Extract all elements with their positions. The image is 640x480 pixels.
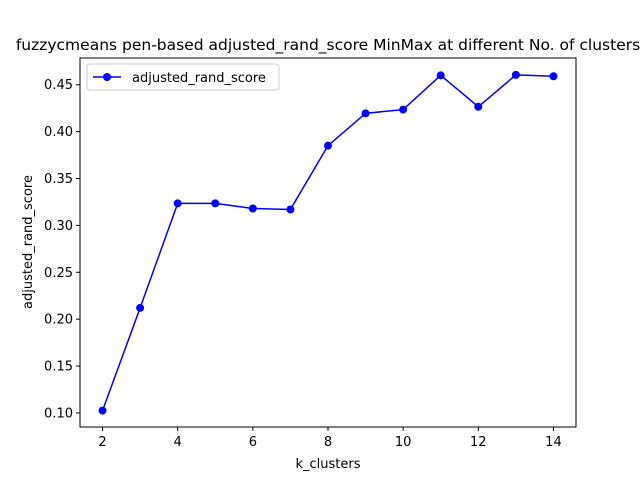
x-tick-label: 6 [249,435,257,450]
y-tick-label: 0.20 [44,313,73,328]
data-point [399,105,408,114]
chart-title: fuzzycmeans pen-based adjusted_rand_scor… [16,36,640,55]
data-point [286,205,295,214]
data-point [173,199,182,208]
x-tick-label: 12 [470,435,487,450]
y-tick-label: 0.10 [44,406,73,421]
data-point [324,141,332,150]
x-tick-label: 10 [395,435,412,450]
data-point [474,102,483,111]
data-point [549,72,558,81]
data-point [248,204,257,213]
y-tick-label: 0.30 [44,219,73,234]
legend-label: adjusted_rand_score [132,71,266,86]
y-axis-label: adjusted_rand_score [21,175,36,309]
x-tick-label: 4 [174,435,182,450]
y-tick-label: 0.40 [44,125,73,140]
y-tick-label: 0.15 [44,360,73,375]
x-axis: 2 4 6 8 10 12 14 [98,427,562,450]
legend-point-marker [103,73,111,81]
series-layer [98,70,558,415]
plot-frame [79,57,577,428]
x-tick-label: 8 [324,435,332,450]
y-tick-label: 0.45 [44,78,73,93]
y-tick-label: 0.35 [44,172,73,187]
data-point [211,199,220,208]
legend-box [86,63,280,91]
legend: adjusted_rand_score [86,63,280,91]
y-axis: 0.10 0.15 0.20 0.25 0.30 0.35 0.40 0.45 [44,78,80,421]
x-axis-label: k_clusters [295,457,360,472]
y-tick-label: 0.25 [44,266,73,281]
data-point [136,303,145,312]
data-point [436,71,445,80]
x-tick-label: 2 [98,435,106,450]
x-tick-label: 14 [545,435,562,450]
data-point [98,406,107,415]
data-point [511,70,520,79]
data-point [361,109,370,118]
